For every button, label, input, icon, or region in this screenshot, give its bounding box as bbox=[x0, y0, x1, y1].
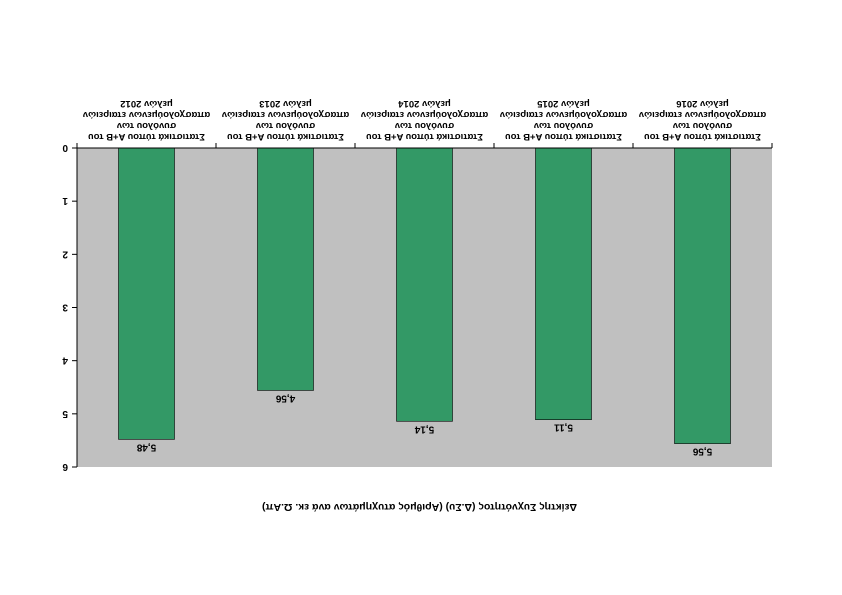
bar bbox=[118, 147, 175, 440]
x-tick-label-line: Στατιστικά τύπου Α+Β του bbox=[88, 131, 205, 142]
bar bbox=[257, 147, 314, 391]
y-tick-label: 6 bbox=[62, 461, 68, 472]
bar bbox=[396, 147, 453, 422]
x-tick-label-line: Στατιστικά τύπου Α+Β του bbox=[505, 131, 622, 142]
x-tick-label: Στατιστικά τύπου Α+Β τουσυνόλου τωναπασχ… bbox=[500, 98, 627, 142]
data-label: 4,56 bbox=[275, 392, 295, 403]
y-tick-label: 0 bbox=[62, 142, 68, 153]
x-tick-label: Στατιστικά τύπου Α+Β τουσυνόλου τωναπασχ… bbox=[639, 98, 766, 142]
x-tick-label-line: απασχολούμενων εταιρειών bbox=[500, 109, 627, 120]
x-tick-label-line: Στατιστικά τύπου Α+Β του bbox=[644, 131, 761, 142]
y-tick-label: 4 bbox=[62, 355, 68, 366]
data-label: 5,48 bbox=[136, 441, 156, 452]
data-label: 5,11 bbox=[554, 422, 573, 433]
x-tick-label-line: μελών 2013 bbox=[259, 98, 312, 109]
x-tick-label-line: συνόλου των bbox=[673, 120, 733, 131]
bar bbox=[535, 147, 592, 420]
x-tick-label-line: συνόλου των bbox=[117, 120, 177, 131]
x-tick-label-line: απασχολούμενων εταιρειών bbox=[83, 109, 210, 120]
data-label: 5,14 bbox=[414, 423, 434, 434]
x-tick-label-line: συνόλου των bbox=[534, 120, 594, 131]
x-tick-label-line: μελών 2015 bbox=[537, 98, 590, 109]
data-label: 5,56 bbox=[692, 446, 712, 457]
x-tick-label-line: απασχολούμενων εταιρειών bbox=[639, 109, 766, 120]
x-tick-label-line: συνόλου των bbox=[395, 120, 455, 131]
y-tick-label: 3 bbox=[62, 302, 68, 313]
x-tick-label: Στατιστικά τύπου Α+Β τουσυνόλου τωναπασχ… bbox=[83, 98, 210, 142]
x-tick-label-line: μελών 2012 bbox=[120, 98, 173, 109]
x-tick-label: Στατιστικά τύπου Α+Β τουσυνόλου τωναπασχ… bbox=[222, 98, 349, 142]
x-axis-title: Δείκτης Συχνότητος (Δ.Συ) (Αριθμός ατυχη… bbox=[262, 501, 577, 513]
y-tick-label: 2 bbox=[62, 248, 68, 259]
bar bbox=[674, 147, 731, 444]
x-tick-label-line: απασχολούμενων εταιρειών bbox=[222, 109, 349, 120]
x-tick-label-line: Στατιστικά τύπου Α+Β του bbox=[366, 131, 483, 142]
x-tick-label-line: μελών 2014 bbox=[398, 98, 451, 109]
x-tick-label: Στατιστικά τύπου Α+Β τουσυνόλου τωναπασχ… bbox=[361, 98, 488, 142]
y-tick-label: 1 bbox=[62, 195, 68, 206]
x-tick-label-line: απασχολούμενων εταιρειών bbox=[361, 109, 488, 120]
x-tick-label-line: Στατιστικά τύπου Α+Β του bbox=[227, 131, 344, 142]
x-tick-label-line: μελών 2016 bbox=[676, 98, 729, 109]
x-tick-label-line: συνόλου των bbox=[256, 120, 316, 131]
y-tick-label: 5 bbox=[62, 408, 68, 419]
